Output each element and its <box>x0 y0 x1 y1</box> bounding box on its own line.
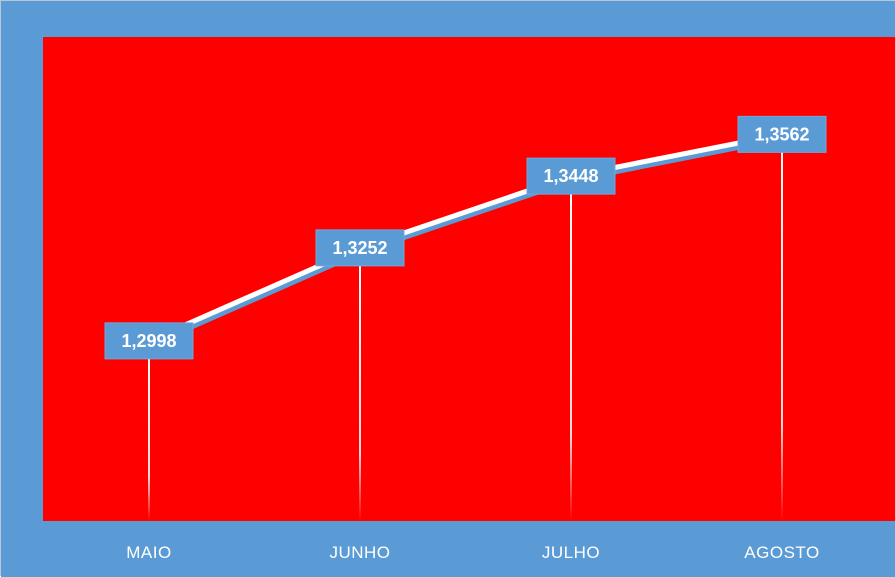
series-line-group <box>146 131 787 348</box>
x-tick-label-junho: JUNHO <box>329 543 390 562</box>
drop-line-agosto <box>781 134 783 521</box>
data-label-agosto: 1,3562 <box>737 115 827 153</box>
drop-lines <box>148 134 783 521</box>
data-label-maio: 1,2998 <box>104 322 194 360</box>
x-axis-tick-labels: MAIO JUNHO JULHO AGOSTO <box>126 543 819 562</box>
x-tick-label-agosto: AGOSTO <box>744 543 819 562</box>
data-label-box <box>737 115 827 153</box>
data-label-text: 1,3448 <box>543 166 598 186</box>
plot-area <box>43 37 895 521</box>
drop-line-junho <box>359 247 361 521</box>
data-labels-group: 1,2998 1,3252 1,3448 1,3562 <box>104 115 827 360</box>
drop-line-maio <box>148 340 150 521</box>
drop-line-julho <box>570 176 572 521</box>
data-label-box <box>104 322 194 360</box>
data-label-junho: 1,3252 <box>315 229 405 267</box>
data-label-text: 1,3562 <box>754 124 809 144</box>
data-label-text: 1,2998 <box>121 331 176 351</box>
series-line <box>146 131 785 344</box>
data-label-box <box>315 229 405 267</box>
x-tick-label-julho: JULHO <box>542 543 600 562</box>
series-line-shadow <box>148 135 787 348</box>
x-tick-label-maio: MAIO <box>126 543 171 562</box>
data-label-text: 1,3252 <box>332 238 387 258</box>
data-label-julho: 1,3448 <box>526 157 616 195</box>
data-label-box <box>526 157 616 195</box>
